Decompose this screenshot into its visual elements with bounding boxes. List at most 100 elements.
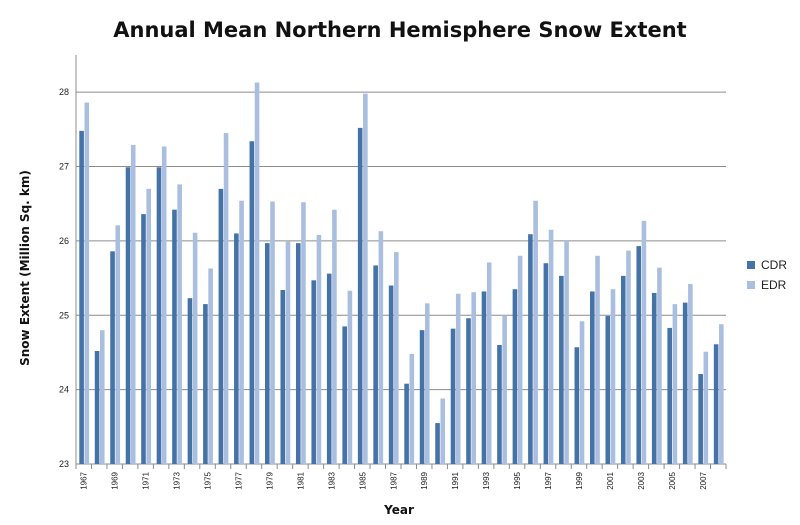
bar-edr (440, 398, 446, 464)
x-tick-label: 1981 (296, 471, 305, 489)
bar-edr (177, 184, 182, 464)
x-tick-label: 1973 (173, 471, 182, 489)
bar-cdr (342, 326, 347, 464)
bar-cdr (450, 328, 456, 464)
bar-cdr (125, 167, 131, 464)
bar-edr (688, 284, 693, 464)
bar-edr (486, 262, 492, 464)
bar-edr (719, 324, 724, 464)
bar-cdr (435, 423, 440, 464)
bar-cdr (203, 304, 208, 464)
bar-edr (409, 353, 415, 464)
y-tick-label: 23 (59, 459, 69, 469)
bar-cdr (636, 246, 642, 464)
x-tick-label: 2005 (668, 471, 677, 489)
bar-edr (208, 268, 213, 464)
bar-cdr (528, 234, 533, 464)
x-tick-label: 1979 (265, 471, 274, 489)
bar-edr (378, 231, 384, 464)
bar-cdr (79, 130, 84, 465)
bar-edr (548, 229, 554, 464)
legend-swatch-cdr (747, 261, 755, 269)
x-tick-label: 1991 (451, 471, 460, 489)
x-tick-label: 1993 (482, 471, 491, 489)
x-tick-label: 1997 (544, 471, 553, 489)
legend: CDR EDR (747, 255, 787, 295)
bar-edr (502, 315, 507, 464)
bar-cdr (94, 350, 100, 464)
bar-edr (394, 252, 399, 464)
x-tick-label: 2001 (606, 471, 615, 489)
bar-cdr (311, 280, 317, 464)
bar-cdr (187, 298, 193, 464)
bar-cdr (234, 233, 239, 464)
bar-edr (301, 202, 306, 465)
bar-cdr (574, 347, 580, 464)
bar-cdr (590, 291, 595, 464)
x-tick-label: 1995 (513, 471, 522, 489)
bar-edr (254, 82, 260, 465)
bar-cdr (295, 243, 301, 464)
bar-edr (610, 289, 616, 464)
bar-edr (130, 144, 136, 465)
x-tick-label: 1971 (142, 471, 151, 489)
bar-edr (285, 241, 291, 464)
bar-cdr (620, 275, 626, 464)
bar-cdr (141, 214, 146, 464)
bar-cdr (651, 292, 657, 464)
bar-cdr (249, 141, 255, 464)
bar-cdr (466, 318, 471, 464)
x-tick-label: 1975 (204, 471, 213, 489)
bar-edr (533, 200, 538, 464)
bar-edr (239, 200, 244, 464)
bar-cdr (497, 345, 502, 464)
bar-cdr (698, 374, 703, 464)
x-tick-label: 1967 (80, 471, 89, 489)
bar-edr (161, 146, 167, 464)
bar-edr (641, 220, 647, 464)
y-tick-label: 25 (59, 310, 69, 320)
bar-edr (455, 293, 461, 464)
bar-cdr (682, 302, 688, 464)
bar-cdr (512, 289, 518, 464)
x-tick-label: 1977 (235, 471, 244, 489)
bar-cdr (404, 383, 409, 464)
x-tick-label: 2003 (637, 471, 646, 489)
bar-cdr (605, 316, 611, 464)
x-tick-label: 1985 (358, 471, 367, 489)
x-tick-label: 2007 (699, 471, 708, 489)
x-axis-title: Year (384, 503, 414, 517)
legend-item-edr: EDR (747, 275, 787, 295)
bar-edr (657, 267, 662, 464)
x-tick-label: 1999 (575, 471, 584, 489)
bar-edr (626, 250, 631, 464)
bar-edr (146, 188, 152, 464)
bar-cdr (218, 188, 224, 464)
bar-edr (564, 240, 569, 464)
bar-edr (424, 303, 430, 464)
bar-edr (332, 209, 337, 464)
bar-cdr (357, 127, 363, 464)
legend-item-cdr: CDR (747, 255, 787, 275)
bar-cdr (326, 273, 332, 464)
bar-cdr (265, 243, 270, 464)
bar-cdr (156, 167, 162, 464)
bar-cdr (280, 289, 286, 464)
y-tick-label: 28 (59, 87, 69, 97)
bar-cdr (172, 209, 177, 464)
legend-swatch-edr (747, 281, 755, 289)
x-tick-label: 1987 (389, 471, 398, 489)
bar-edr (99, 330, 105, 464)
x-tick-label: 1989 (420, 471, 429, 489)
bar-cdr (110, 251, 115, 464)
bar-cdr (481, 291, 487, 464)
bar-edr (347, 290, 353, 464)
bar-cdr (667, 327, 672, 464)
bar-edr (595, 255, 600, 464)
bar-edr (363, 93, 368, 464)
x-tick-label: 1983 (327, 471, 336, 489)
bar-edr (84, 102, 90, 465)
bar-cdr (543, 263, 549, 464)
bar-cdr (373, 265, 378, 464)
